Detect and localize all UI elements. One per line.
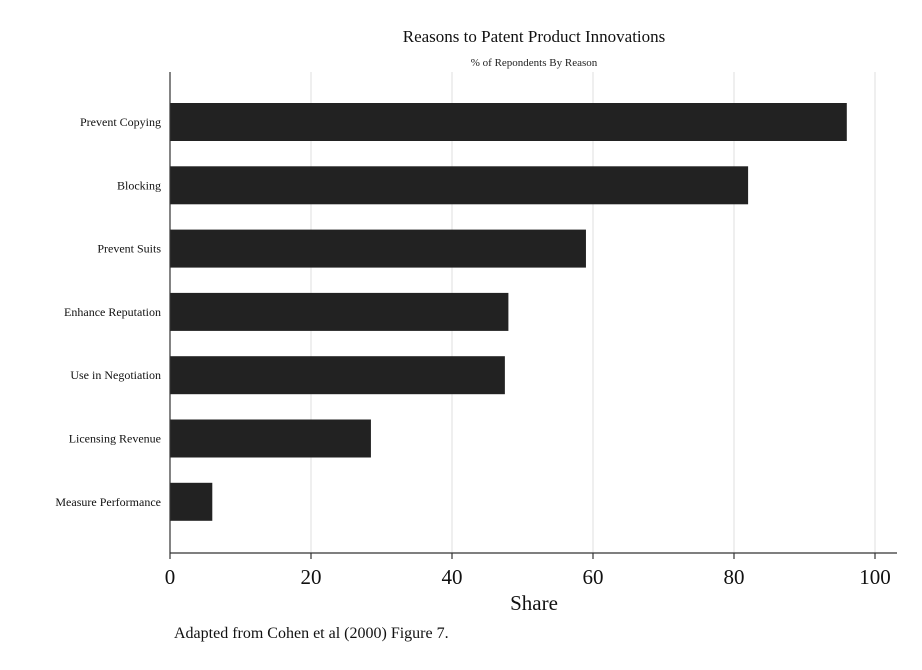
x-tick-labels: 0 20 40 60 80 100 xyxy=(165,553,891,589)
x-tick-label: 20 xyxy=(301,565,322,589)
bar xyxy=(170,356,505,394)
chart-subtitle: % of Repondents By Reason xyxy=(471,57,598,69)
x-tick-label: 100 xyxy=(859,565,891,589)
bar xyxy=(170,293,508,331)
category-label: Enhance Reputation xyxy=(64,305,161,319)
category-label: Use in Negotiation xyxy=(70,368,161,382)
category-label: Prevent Suits xyxy=(97,242,161,256)
category-label: Blocking xyxy=(117,178,161,192)
category-label: Measure Performance xyxy=(55,495,161,509)
bar xyxy=(170,483,212,521)
bar xyxy=(170,103,847,141)
chart-title: Reasons to Patent Product Innovations xyxy=(403,27,666,46)
bar xyxy=(170,166,748,204)
bar xyxy=(170,420,371,458)
x-tick-label: 80 xyxy=(724,565,745,589)
category-label: Prevent Copying xyxy=(80,115,161,129)
bar-layer xyxy=(170,103,847,521)
x-tick-label: 60 xyxy=(583,565,604,589)
source-note: Adapted from Cohen et al (2000) Figure 7… xyxy=(174,625,449,642)
bar xyxy=(170,230,586,268)
x-tick-label: 0 xyxy=(165,565,176,589)
category-label: Licensing Revenue xyxy=(69,432,161,446)
x-tick-label: 40 xyxy=(442,565,463,589)
x-axis-title: Share xyxy=(510,591,558,615)
category-labels: Prevent Copying Blocking Prevent Suits Enha… xyxy=(55,115,161,509)
